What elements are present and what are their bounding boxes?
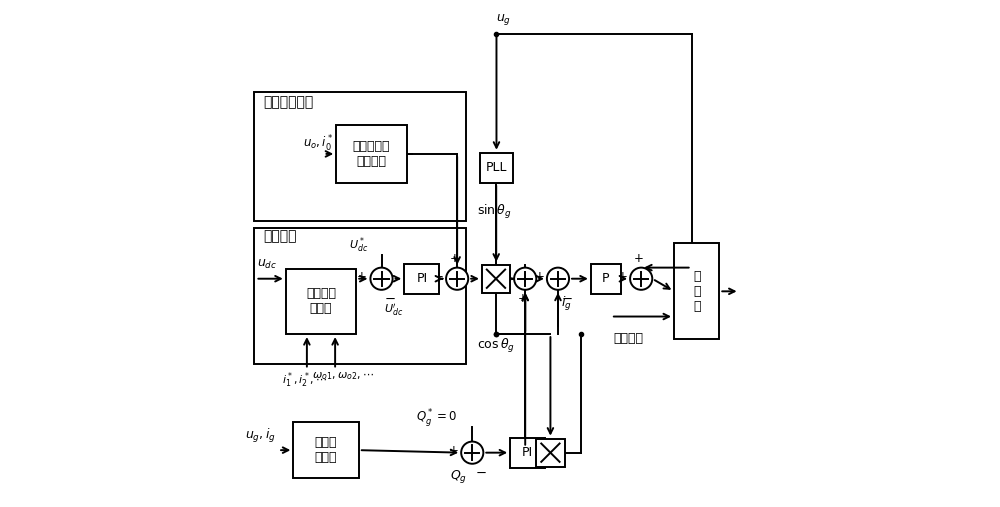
- Text: +: +: [434, 270, 444, 283]
- Text: 直压控制: 直压控制: [263, 229, 297, 243]
- Text: $\sin\theta_g$: $\sin\theta_g$: [477, 203, 512, 221]
- Bar: [293, 422, 359, 478]
- Circle shape: [461, 442, 483, 464]
- Circle shape: [370, 268, 393, 290]
- Bar: [404, 264, 439, 294]
- Bar: [254, 228, 466, 365]
- Text: $i_1^*, i_2^*, \cdots$: $i_1^*, i_2^*, \cdots$: [282, 371, 327, 390]
- Bar: [336, 125, 407, 183]
- Text: P: P: [602, 272, 610, 285]
- Text: +: +: [357, 270, 366, 283]
- Bar: [674, 243, 719, 339]
- Text: 无功功
率计算: 无功功 率计算: [315, 436, 337, 464]
- Text: 三角载波: 三角载波: [613, 332, 643, 345]
- Bar: [254, 92, 466, 221]
- Circle shape: [514, 268, 536, 290]
- Text: +: +: [450, 252, 460, 265]
- Text: 比
较
器: 比 较 器: [693, 270, 700, 313]
- Text: $U_{dc}^*$: $U_{dc}^*$: [349, 235, 368, 255]
- Bar: [480, 153, 513, 183]
- Text: +: +: [534, 270, 544, 283]
- Text: $\cos\theta_g$: $\cos\theta_g$: [477, 337, 515, 355]
- Text: 直流电压
观测器: 直流电压 观测器: [306, 287, 336, 315]
- Bar: [510, 438, 545, 468]
- Text: $\omega_{o1}, \omega_{o2}, \cdots$: $\omega_{o1}, \omega_{o2}, \cdots$: [312, 371, 374, 382]
- Text: $u_g, i_g$: $u_g, i_g$: [245, 427, 276, 445]
- Text: +: +: [449, 444, 459, 457]
- Text: $U_{dc}'$: $U_{dc}'$: [384, 302, 403, 318]
- Text: 基波功率前馈: 基波功率前馈: [263, 95, 313, 109]
- Text: $-$: $-$: [561, 293, 572, 305]
- Text: $Q_g$: $Q_g$: [450, 468, 467, 485]
- Bar: [286, 269, 356, 334]
- Bar: [591, 264, 621, 294]
- Text: 逆变侧基波
有功预测: 逆变侧基波 有功预测: [353, 140, 390, 168]
- Circle shape: [547, 268, 569, 290]
- Text: $u_{dc}$: $u_{dc}$: [257, 258, 277, 271]
- Bar: [536, 439, 565, 467]
- Text: $-$: $-$: [475, 466, 486, 479]
- Text: $-$: $-$: [384, 293, 396, 305]
- Bar: [482, 265, 510, 293]
- Text: +: +: [634, 252, 644, 265]
- Text: $u_o, i_0^*$: $u_o, i_0^*$: [303, 134, 334, 154]
- Text: +: +: [502, 270, 512, 283]
- Text: $u_g$: $u_g$: [496, 12, 512, 26]
- Text: PI: PI: [416, 272, 427, 285]
- Text: +: +: [618, 270, 628, 283]
- Text: PI: PI: [522, 446, 533, 459]
- Text: $Q_g^*=0$: $Q_g^*=0$: [416, 407, 457, 429]
- Text: PLL: PLL: [485, 161, 507, 174]
- Text: +: +: [518, 293, 528, 305]
- Circle shape: [630, 268, 652, 290]
- Circle shape: [446, 268, 468, 290]
- Text: $i_g$: $i_g$: [561, 295, 571, 313]
